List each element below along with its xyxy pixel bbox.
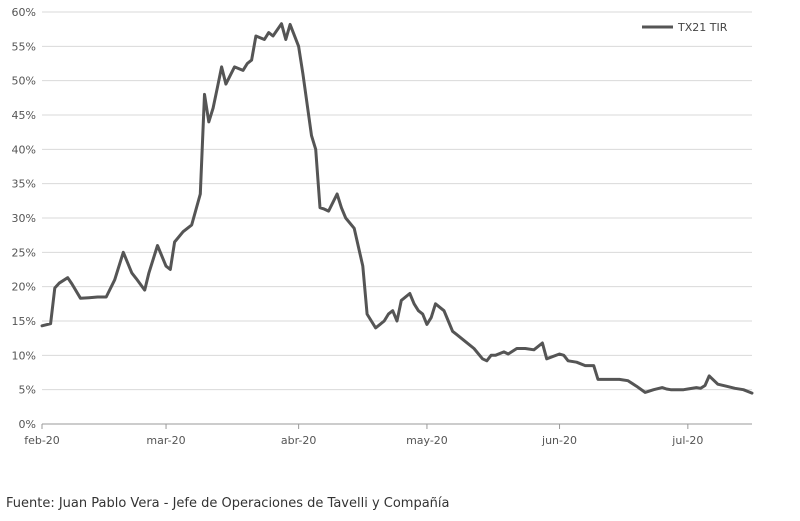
- legend: TX21 TIR: [642, 21, 728, 34]
- y-tick-label: 0%: [19, 418, 36, 431]
- y-tick-label: 60%: [12, 6, 36, 19]
- y-tick-label: 30%: [12, 212, 36, 225]
- grid-lines: [42, 11, 752, 425]
- series-line-tx21-tir: [40, 22, 754, 395]
- x-tick-label: may-20: [406, 434, 448, 447]
- y-tick-label: 20%: [12, 281, 36, 294]
- y-tick-label: 40%: [12, 143, 36, 156]
- x-tick-label: feb-20: [24, 434, 60, 447]
- x-axis: feb-20 mar-20 abr-20 may-20 jun-20 jul-20: [24, 423, 752, 447]
- source-note: Fuente: Juan Pablo Vera - Jefe de Operac…: [6, 496, 450, 511]
- y-tick-label: 10%: [12, 349, 36, 362]
- y-tick-label: 45%: [12, 109, 36, 122]
- y-axis: 0% 5% 10% 15% 20% 25% 30% 35% 40% 45% 50% 55% 60%: [12, 6, 36, 431]
- y-tick-label: 35%: [12, 178, 36, 191]
- y-tick-label: 25%: [12, 246, 36, 259]
- x-tick-label: jul-20: [671, 434, 703, 447]
- series-layer: [40, 22, 754, 395]
- x-tick-label: mar-20: [146, 434, 185, 447]
- y-tick-label: 15%: [12, 315, 36, 328]
- x-tick-label: abr-20: [281, 434, 317, 447]
- line-chart: 0% 5% 10% 15% 20% 25% 30% 35% 40% 45% 50% 55% 60% fe…: [12, 6, 754, 447]
- x-tick-label: jun-20: [541, 434, 577, 447]
- legend-label: TX21 TIR: [677, 21, 728, 34]
- y-tick-label: 50%: [12, 75, 36, 88]
- y-tick-label: 5%: [19, 384, 36, 397]
- y-tick-label: 55%: [12, 40, 36, 53]
